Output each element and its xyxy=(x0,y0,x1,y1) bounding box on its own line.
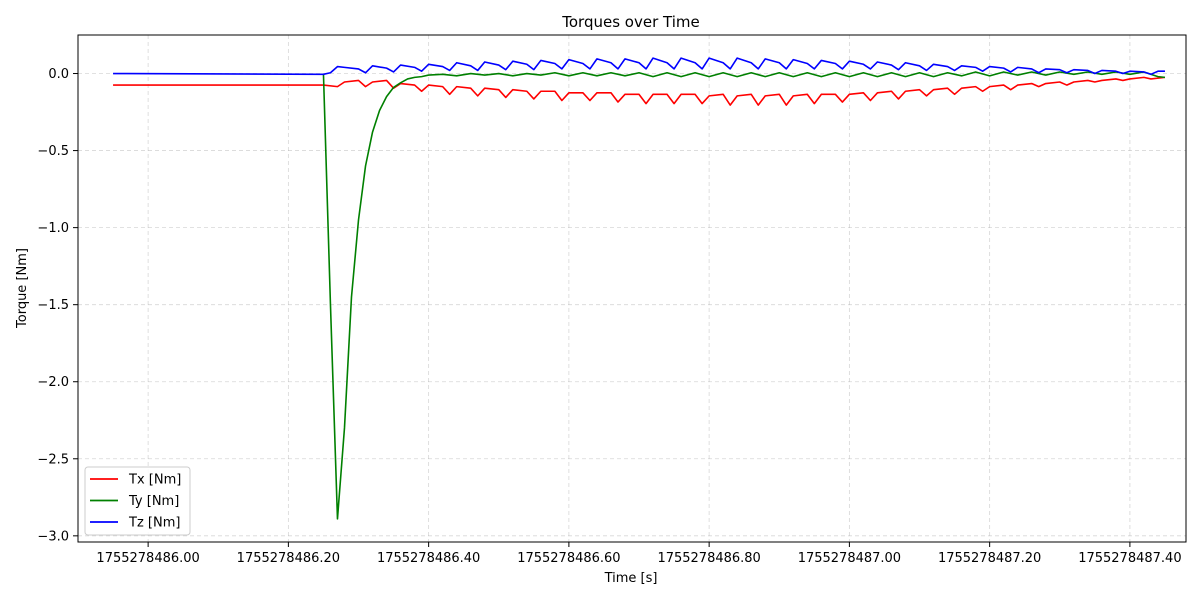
chart-title: Torques over Time xyxy=(561,13,699,31)
y-axis-ticks: 0.0 −0.5 −1.0 −1.5 −2.0 −2.5 −3.0 xyxy=(37,67,78,544)
legend: Tx [Nm] Ty [Nm] Tz [Nm] xyxy=(84,466,191,536)
x-tick-label: 1755278487.40 xyxy=(1078,551,1181,566)
x-axis-ticks: 1755278486.00 1755278486.20 1755278486.40 1… xyxy=(96,542,1182,566)
y-tick-label: −1.5 xyxy=(37,298,69,313)
x-axis-label: Time [s] xyxy=(604,571,658,586)
x-tick-label: 1755278486.60 xyxy=(517,551,620,566)
legend-label: Ty [Nm] xyxy=(128,494,179,509)
grid-lines xyxy=(78,35,1186,542)
series-lines xyxy=(113,57,1166,520)
legend-label: Tz [Nm] xyxy=(128,516,180,531)
x-tick-label: 1755278486.80 xyxy=(657,551,760,566)
plot-frame xyxy=(77,34,1187,543)
y-axis-label: Torque [Nm] xyxy=(15,248,30,329)
series-line-3 xyxy=(113,57,1165,76)
legend-label: Tx [Nm] xyxy=(128,473,181,488)
y-tick-label: 0.0 xyxy=(48,67,69,82)
series-line-2 xyxy=(322,71,1166,520)
legend-box xyxy=(84,466,191,536)
x-tick-label: 1755278486.00 xyxy=(96,551,199,566)
x-tick-label: 1755278487.20 xyxy=(938,551,1041,566)
y-tick-label: −2.0 xyxy=(37,375,69,390)
x-tick-label: 1755278487.00 xyxy=(798,551,901,566)
y-tick-label: −1.0 xyxy=(37,221,69,236)
y-tick-label: −0.5 xyxy=(37,144,69,159)
y-tick-label: −2.5 xyxy=(37,452,69,467)
x-tick-label: 1755278486.20 xyxy=(237,551,340,566)
x-tick-label: 1755278486.40 xyxy=(377,551,480,566)
series-line-1 xyxy=(113,76,1166,106)
y-tick-label: −3.0 xyxy=(37,529,69,544)
